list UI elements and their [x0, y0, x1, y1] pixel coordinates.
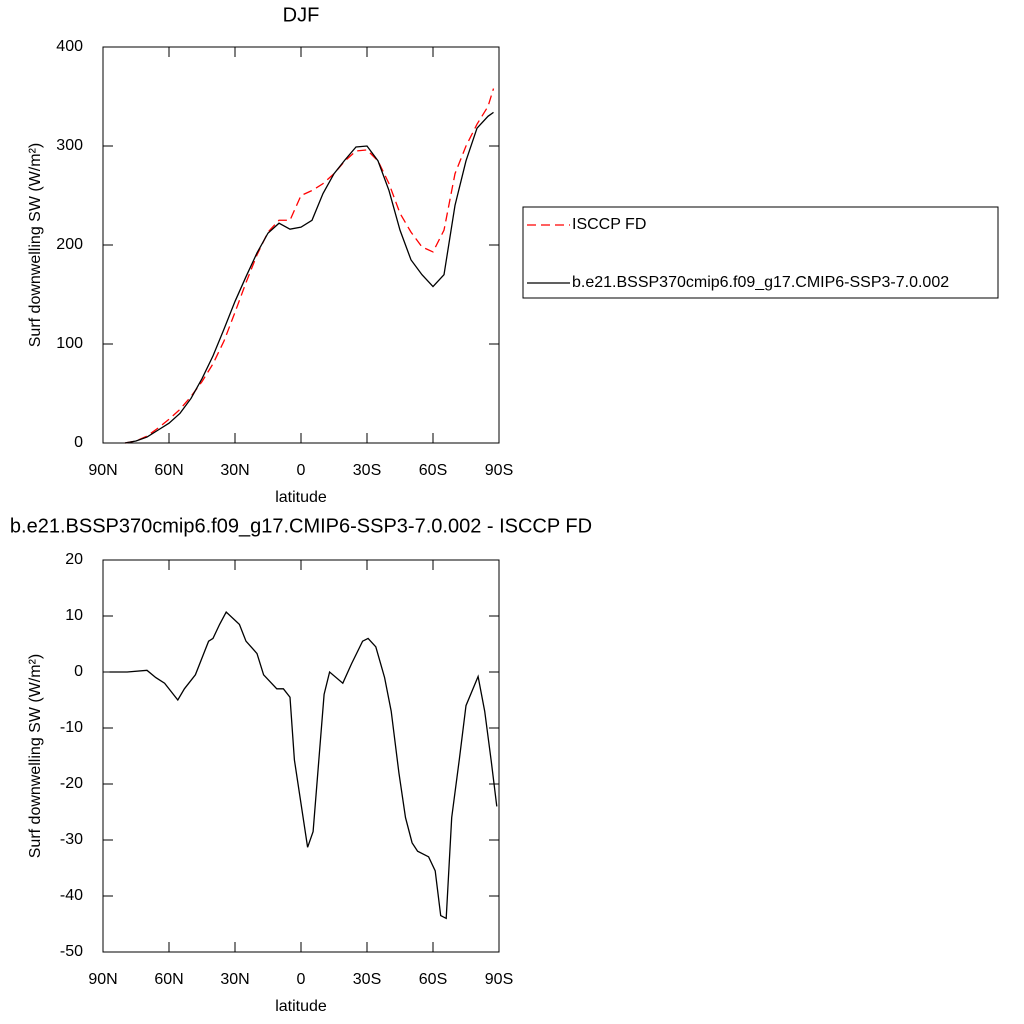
x-tick-label: 30N [220, 971, 249, 988]
legend: ISCCP FD b.e21.BSSP370cmip6.f09_g17.CMIP6… [522, 206, 999, 299]
x-axis-label: latitude [275, 998, 327, 1015]
x-tick-label: 60S [419, 462, 447, 479]
x-tick-label: 90S [485, 971, 513, 988]
plot-frame [102, 559, 500, 953]
x-tick-label: 30S [353, 971, 381, 988]
chart-title: b.e21.BSSP370cmip6.f09_g17.CMIP6-SSP3-7.… [10, 515, 592, 537]
panel: b.e21.BSSP370cmip6.f09_g17.CMIP6-SSP3-7.… [10, 515, 592, 1015]
y-axis-label: Surf downwelling SW (W/m²) [27, 143, 44, 347]
x-tick-label: 0 [297, 971, 306, 988]
x-tick-label: 90N [88, 462, 117, 479]
y-tick-label: 0 [74, 434, 83, 451]
y-tick-label: -40 [60, 887, 83, 904]
y-tick-label: 10 [65, 607, 83, 624]
x-tick-label: 30S [353, 462, 381, 479]
data-line [124, 88, 495, 444]
panel: DJF 90N 60N 30N 0 30S 60S 90S 0 100 200 300 400 latit… [27, 4, 999, 506]
x-tick-label: 90N [88, 971, 117, 988]
y-tick-label: -30 [60, 831, 83, 848]
data-line [109, 611, 498, 920]
y-tick-label: 400 [56, 38, 83, 55]
y-tick-label: 0 [74, 663, 83, 680]
x-tick-label: 60N [154, 971, 183, 988]
x-tick-label: 90S [485, 462, 513, 479]
x-tick-label: 0 [297, 462, 306, 479]
y-tick-label: -10 [60, 719, 83, 736]
x-tick-label: 30N [220, 462, 249, 479]
legend-frame [522, 206, 999, 299]
y-tick-label: 300 [56, 137, 83, 154]
legend-label: ISCCP FD [572, 216, 646, 233]
x-tick-label: 60S [419, 971, 447, 988]
y-tick-label: 200 [56, 236, 83, 253]
data-line [124, 111, 494, 444]
y-tick-label: -50 [60, 943, 83, 960]
y-tick-label: 100 [56, 335, 83, 352]
x-axis-label: latitude [275, 489, 327, 506]
legend-label: b.e21.BSSP370cmip6.f09_g17.CMIP6-SSP3-7.… [572, 274, 949, 291]
y-tick-label: -20 [60, 775, 83, 792]
y-axis-label: Surf downwelling SW (W/m²) [27, 654, 44, 858]
x-tick-label: 60N [154, 462, 183, 479]
plot-frame [102, 46, 500, 444]
chart-title: DJF [283, 4, 320, 26]
y-tick-label: 20 [65, 551, 83, 568]
